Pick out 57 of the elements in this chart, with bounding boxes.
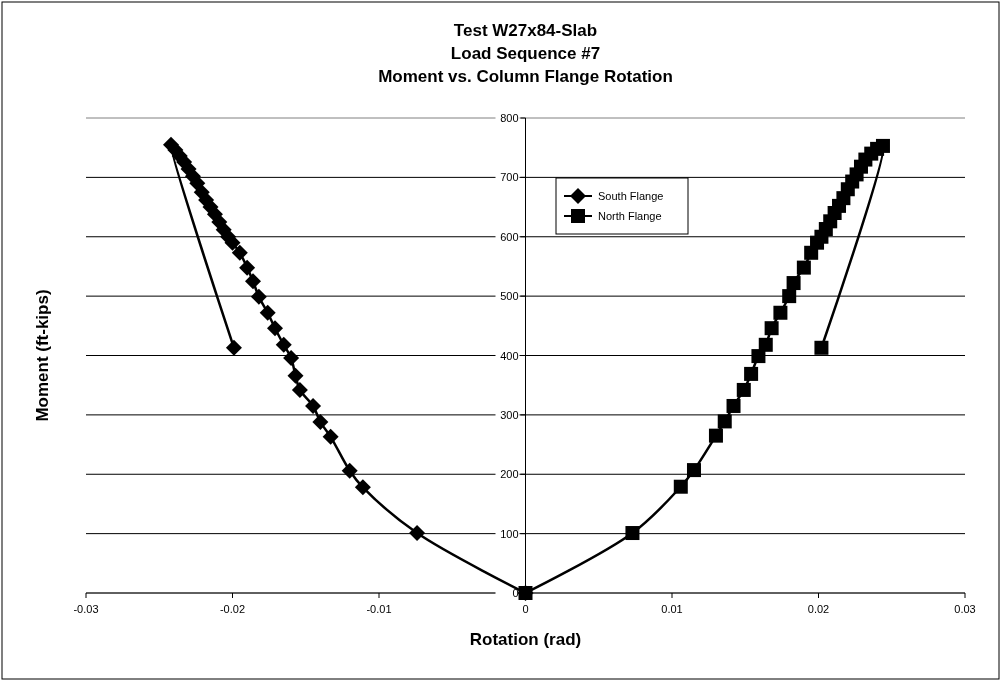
point: [625, 526, 640, 541]
point: [162, 136, 179, 153]
point: [796, 260, 811, 275]
x-tick-label: -0.01: [366, 603, 392, 615]
x-tick-label: -0.03: [73, 603, 99, 615]
point: [518, 586, 533, 600]
point: [409, 525, 426, 542]
point: [744, 366, 759, 381]
point: [287, 367, 304, 384]
point: [717, 414, 732, 429]
point: [708, 428, 723, 443]
point: [239, 259, 256, 276]
point: [225, 339, 242, 356]
point: [231, 244, 248, 261]
point: [322, 428, 339, 445]
point: [259, 304, 276, 321]
point: [283, 349, 300, 366]
point: [764, 321, 779, 336]
y-tick-label: 400: [500, 349, 519, 362]
point: [275, 336, 292, 353]
y-tick-label: 100: [500, 527, 519, 540]
y-tick-label: 0: [512, 587, 519, 599]
y-axis-title: Moment (ft-kips): [33, 289, 52, 422]
point: [266, 320, 283, 337]
x-tick-label: 0: [522, 603, 529, 615]
point: [305, 397, 322, 414]
point: [341, 462, 358, 479]
point: [291, 381, 308, 398]
y-tick-label: 200: [500, 468, 519, 481]
point: [726, 398, 741, 413]
legend-label: North Flange: [598, 210, 662, 222]
x-tick-label: 0.03: [954, 603, 976, 615]
point: [751, 349, 766, 364]
point: [773, 305, 788, 320]
point: [245, 273, 262, 290]
x-tick-label: -0.02: [219, 603, 246, 615]
point: [786, 276, 801, 291]
y-tick-label: 700: [500, 171, 519, 184]
point: [758, 337, 773, 352]
point: [673, 479, 688, 494]
x-tick-label: 0.02: [807, 603, 830, 615]
y-tick-label: 500: [500, 290, 519, 303]
point: [736, 382, 751, 397]
x-axis-title: Rotation (rad): [469, 630, 582, 649]
x-tick-label: 0.01: [661, 603, 683, 615]
y-tick-label: 600: [500, 230, 519, 243]
point: [250, 288, 267, 305]
point: [782, 289, 797, 304]
point: [312, 414, 329, 430]
point: [875, 138, 890, 153]
legend-label: South Flange: [598, 190, 664, 202]
point: [686, 463, 701, 478]
point: [354, 479, 371, 496]
point: [814, 340, 829, 355]
y-tick-label: 800: [500, 112, 519, 124]
y-tick-label: 300: [500, 408, 519, 421]
chart-title: Test W27x84-Slab Load Sequence #7 Moment vs. Column Flange Rotation: [378, 21, 673, 86]
